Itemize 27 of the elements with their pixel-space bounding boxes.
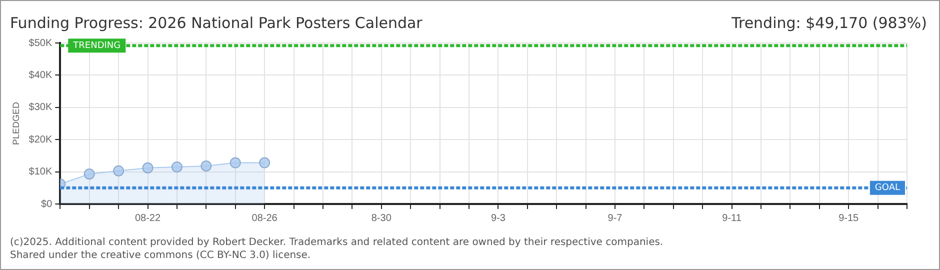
text: (c)2025. Additional content provided by Robert Decker. Trademarks and related content are owned by their respective companies. — [10, 237, 664, 248]
y-tick-label: $30K — [28, 102, 52, 114]
point — [84, 168, 95, 180]
y-tick-label: $0 — [41, 198, 53, 210]
point — [200, 160, 212, 172]
point — [142, 162, 154, 174]
x-tick-label: 08-26 — [252, 212, 278, 224]
point — [259, 157, 270, 168]
y-tick-label: $20K — [28, 134, 52, 146]
y-tick-label: $50K — [28, 38, 52, 49]
ref-line-label: TRENDING — [72, 41, 121, 52]
x-tick-label: 9-11 — [722, 212, 742, 224]
point — [113, 165, 124, 176]
y-tick-label: $10K — [28, 166, 52, 178]
text: Shared under the creative commons (CC BY-NC 3.0) license. — [10, 250, 311, 261]
point — [171, 161, 182, 172]
x-tick-label: 8-30 — [371, 212, 392, 224]
x-tick-label: 9-15 — [838, 212, 860, 224]
x-tick-label: 9-7 — [608, 212, 623, 224]
ref-line-label: GOAL — [874, 183, 900, 194]
x-tick-label: 9-3 — [490, 212, 506, 224]
x-tick-label: 08-22 — [134, 212, 161, 224]
chart-subtitle: Trending: $49,170 (983%) — [732, 14, 927, 32]
point — [230, 157, 241, 168]
chart-title: Funding Progress: 2026 National Park Posters Calendar — [10, 14, 422, 32]
y-tick-label: $40K — [28, 70, 52, 81]
y-axis-title: PLEDGED — [10, 101, 21, 146]
